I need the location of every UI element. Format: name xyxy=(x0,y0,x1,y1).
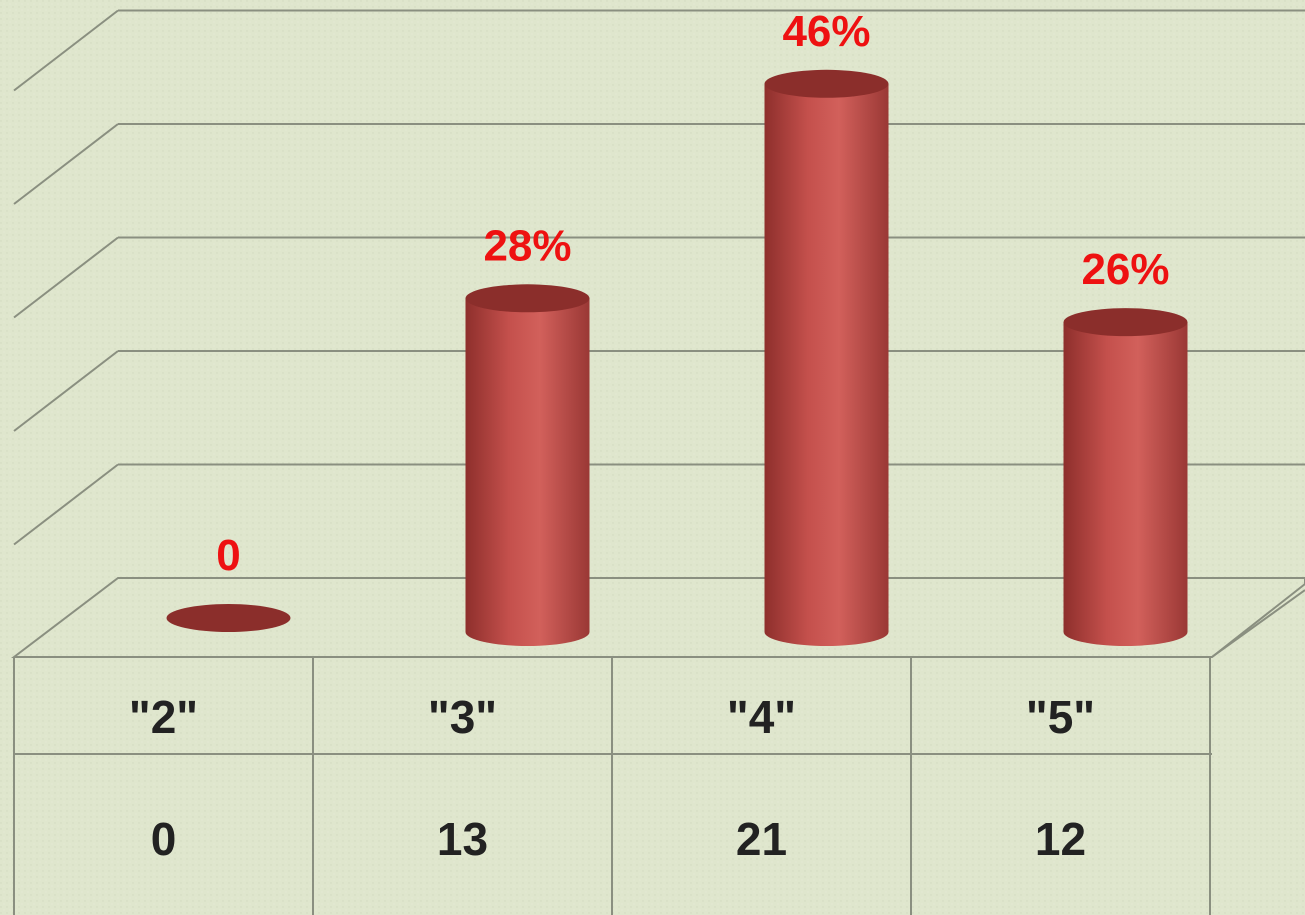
table-value: 0 xyxy=(151,813,177,865)
floor-edge xyxy=(1211,589,1305,658)
bar-top xyxy=(465,284,590,313)
category-label: "4" xyxy=(727,691,796,743)
bar xyxy=(465,284,590,647)
bar xyxy=(166,604,291,632)
data-labels: 0 28% 46% 26% xyxy=(216,7,1169,580)
side-wall-gridline xyxy=(13,463,119,546)
chart-floor xyxy=(11,577,1305,658)
category-label: "5" xyxy=(1026,691,1095,743)
table-value: 13 xyxy=(437,813,488,865)
table-value: 12 xyxy=(1035,813,1086,865)
data-label: 0 xyxy=(216,531,240,580)
side-wall-gridline xyxy=(13,350,119,432)
data-table: "2" 0 "3" 13 "4" 21 "5" 12 xyxy=(13,657,1212,915)
data-label: 46% xyxy=(782,7,870,56)
data-label: 26% xyxy=(1081,245,1169,294)
bar xyxy=(1063,308,1188,647)
bar-top xyxy=(166,604,291,632)
side-wall-gridline xyxy=(13,236,119,319)
category-label: "3" xyxy=(428,691,497,743)
bar-top xyxy=(764,69,889,98)
side-wall-gridline xyxy=(13,9,119,92)
table-value: 21 xyxy=(736,813,787,865)
data-label: 28% xyxy=(483,221,571,270)
category-label: "2" xyxy=(129,691,198,743)
bar-top xyxy=(1063,308,1188,337)
bar-body xyxy=(1063,322,1188,647)
bar xyxy=(764,69,889,647)
bars xyxy=(166,69,1188,647)
side-wall-gridline xyxy=(13,123,119,205)
bar-body xyxy=(764,83,889,647)
bar-body xyxy=(465,298,590,647)
